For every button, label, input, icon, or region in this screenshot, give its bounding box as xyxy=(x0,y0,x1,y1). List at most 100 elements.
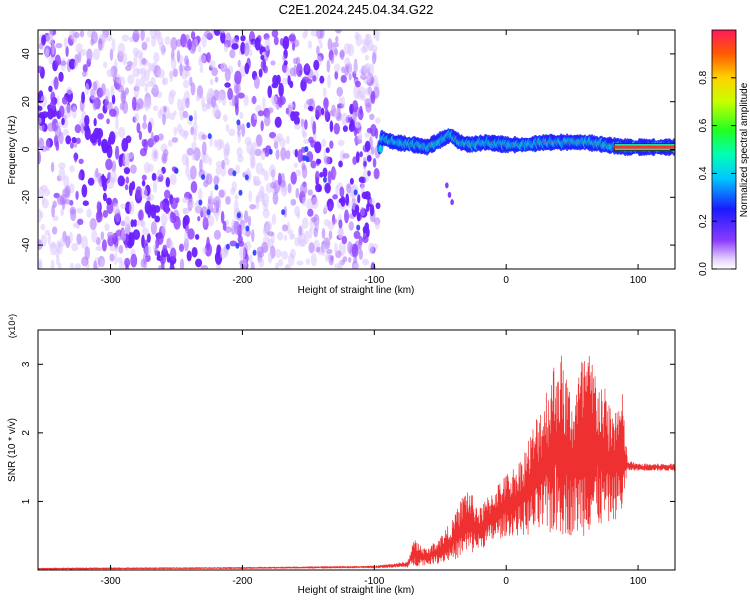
heatmap-cell xyxy=(450,199,454,206)
heatmap-cell xyxy=(158,264,163,269)
heatmap-cell xyxy=(260,150,266,161)
heatmap-cell xyxy=(138,130,143,141)
heatmap-cell xyxy=(41,34,46,46)
heatmap-cell xyxy=(237,129,241,144)
heatmap-cell xyxy=(298,225,302,236)
heatmap-cell xyxy=(277,259,284,267)
heatmap-cell xyxy=(136,98,144,110)
heatmap-cell xyxy=(168,91,175,105)
heatmap-cell xyxy=(69,142,74,149)
heatmap-cell xyxy=(198,199,203,206)
heatmap-cell xyxy=(306,98,314,106)
heatmap-cell xyxy=(182,207,188,215)
heatmap-cell xyxy=(89,89,97,101)
heatmap-cell xyxy=(80,235,88,250)
heatmap-cell xyxy=(345,193,350,206)
heatmap-cell xyxy=(73,32,80,39)
heatmap-cell xyxy=(224,82,231,88)
heatmap-cell xyxy=(312,120,317,135)
heatmap-cell xyxy=(100,259,105,268)
heatmap-cell xyxy=(225,124,230,132)
heatmap-cell xyxy=(206,236,210,251)
y-tick-label: 3 xyxy=(21,361,32,367)
heatmap-cell xyxy=(333,63,341,73)
heatmap-cell xyxy=(141,174,147,181)
heatmap-cell xyxy=(74,152,78,163)
heatmap-cell xyxy=(254,148,262,157)
heatmap-cell xyxy=(328,203,333,212)
heatmap-cell xyxy=(190,82,196,96)
heatmap-cell xyxy=(78,158,84,165)
heatmap-cell xyxy=(169,173,177,186)
heatmap-cell xyxy=(163,105,167,113)
colorbar-tick-label: 0.4 xyxy=(698,166,709,180)
heatmap-cell xyxy=(364,222,370,230)
heatmap-cell xyxy=(51,204,55,218)
heatmap-cell xyxy=(221,93,227,106)
heatmap-cell xyxy=(115,76,122,84)
heatmap-cell xyxy=(255,196,260,210)
heatmap-cell xyxy=(182,197,189,204)
heatmap-cell xyxy=(100,231,105,241)
heatmap-cell xyxy=(197,216,201,222)
heatmap-cell xyxy=(170,57,177,70)
heatmap-cell xyxy=(311,216,317,223)
heatmap-cell xyxy=(161,50,166,56)
heatmap-cell xyxy=(287,253,295,267)
heatmap-cell xyxy=(341,112,349,126)
heatmap-cell xyxy=(290,198,297,206)
heatmap-cell xyxy=(219,30,227,34)
heatmap-cell xyxy=(364,54,370,61)
heatmap-cell xyxy=(366,74,371,83)
heatmap-cell xyxy=(93,118,97,127)
heatmap-cell xyxy=(302,196,307,207)
heatmap-cell xyxy=(74,124,82,134)
heatmap-cell xyxy=(326,59,331,73)
heatmap-cell xyxy=(124,87,130,95)
heatmap-cell xyxy=(155,237,160,249)
heatmap-cell xyxy=(301,217,309,229)
heatmap-cell xyxy=(76,207,84,214)
heatmap-cell xyxy=(374,219,380,230)
heatmap-cell xyxy=(140,67,147,78)
heatmap-cell xyxy=(175,197,180,203)
heatmap-cell xyxy=(323,219,330,227)
colorbar-ticks: 0.0 0.2 0.4 0.6 0.8 xyxy=(698,70,736,276)
heatmap-cell xyxy=(338,227,344,239)
heatmap-cell xyxy=(293,123,301,130)
heatmap-cell xyxy=(313,227,318,238)
heatmap-cell xyxy=(234,70,242,85)
heatmap-cell xyxy=(120,89,126,104)
heatmap-cell xyxy=(348,221,354,231)
heatmap-cell xyxy=(244,174,249,181)
heatmap-cell xyxy=(132,219,138,227)
heatmap-cell xyxy=(238,240,245,247)
x-tick-label: 0 xyxy=(503,576,509,587)
heatmap-cell xyxy=(119,102,124,111)
colorbar-tick-label: 0.0 xyxy=(698,262,709,276)
heatmap-cell xyxy=(43,45,51,57)
heatmap-cell xyxy=(277,96,283,108)
heatmap-cell xyxy=(105,158,113,171)
heatmap-cell xyxy=(222,220,227,231)
heatmap-cell xyxy=(213,139,218,148)
heatmap-cell xyxy=(130,164,137,174)
heatmap-cell xyxy=(327,170,332,185)
heatmap-cell xyxy=(256,134,263,147)
heatmap-cell xyxy=(82,200,89,206)
heatmap-cell xyxy=(270,181,277,189)
y-tick-label: -40 xyxy=(21,237,32,252)
heatmap-cell xyxy=(150,221,157,235)
heatmap-cell xyxy=(187,228,195,240)
heatmap-cell xyxy=(335,36,339,43)
heatmap-cell xyxy=(231,38,239,46)
heatmap-cell xyxy=(125,264,129,269)
heatmap-cell xyxy=(200,264,209,269)
heatmap-cell xyxy=(243,94,249,107)
heatmap-cell xyxy=(296,260,304,266)
heatmap-cell xyxy=(72,222,79,229)
heatmap-cell xyxy=(91,30,98,44)
heatmap-cell xyxy=(249,48,253,57)
heatmap-cell xyxy=(144,83,148,93)
heatmap-cell xyxy=(65,45,69,57)
